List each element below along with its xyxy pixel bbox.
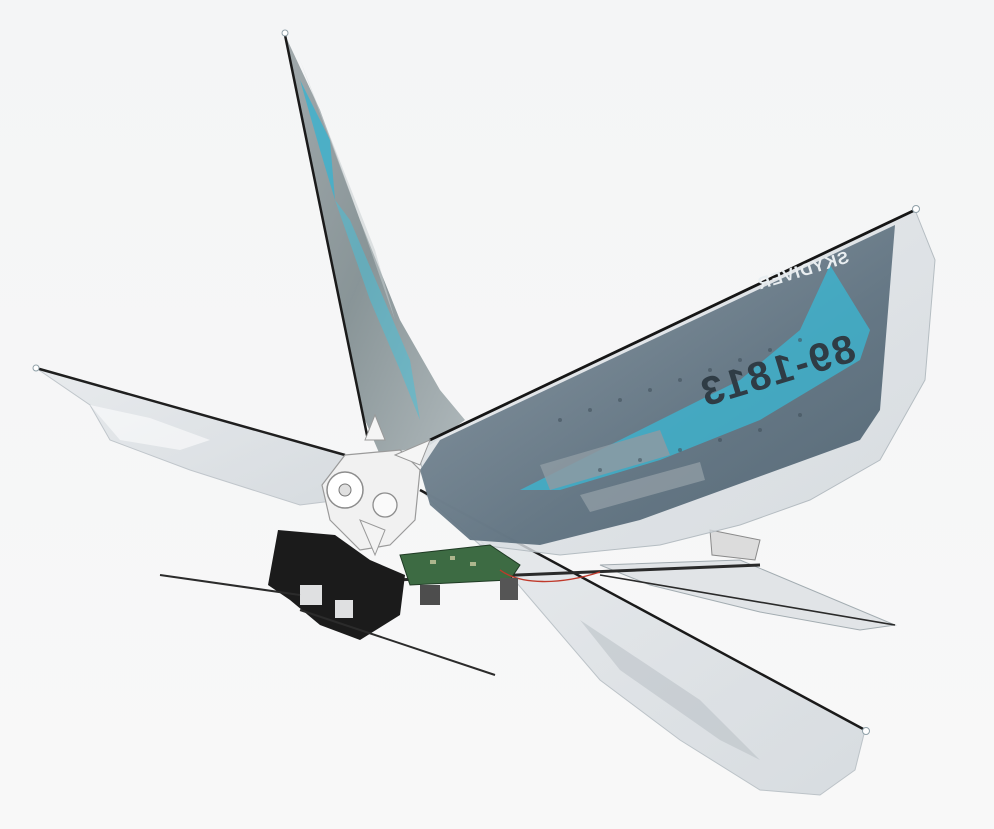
leading-edge-spar bbox=[283, 34, 370, 441]
spar-tip-cap bbox=[862, 727, 870, 735]
upper-right-wing: SKYDIVER 89-1813 bbox=[419, 205, 936, 556]
cyan-stripe bbox=[335, 200, 420, 420]
gearbox bbox=[321, 413, 431, 557]
circuit-board bbox=[399, 544, 521, 586]
spar-tip-cap bbox=[32, 364, 40, 372]
rivet-pattern bbox=[558, 338, 802, 472]
gear bbox=[372, 492, 398, 518]
rear-left-wing bbox=[32, 364, 346, 506]
battery bbox=[500, 578, 518, 600]
spar-tip-cap bbox=[912, 205, 920, 213]
tail-servo bbox=[709, 529, 761, 561]
leading-edge-spar bbox=[429, 208, 916, 442]
leading-edge-spar bbox=[35, 366, 346, 457]
fuselage bbox=[394, 544, 761, 605]
crank-arm bbox=[364, 413, 386, 441]
front-frame bbox=[159, 530, 496, 676]
antenna-rod bbox=[299, 609, 496, 676]
crank-arm bbox=[393, 439, 431, 466]
cyan-stripe bbox=[520, 265, 870, 490]
lower-right-wing bbox=[419, 488, 870, 796]
motor-spring bbox=[420, 585, 440, 605]
printed-wing-panel bbox=[420, 225, 895, 545]
wire bbox=[499, 569, 601, 583]
spar-tip-cap bbox=[281, 29, 289, 37]
cyan-stripe bbox=[300, 80, 335, 200]
antenna-rod bbox=[159, 574, 301, 596]
upper-left-wing bbox=[281, 29, 465, 455]
crank-arm bbox=[359, 519, 386, 557]
tail-plane bbox=[599, 529, 897, 631]
